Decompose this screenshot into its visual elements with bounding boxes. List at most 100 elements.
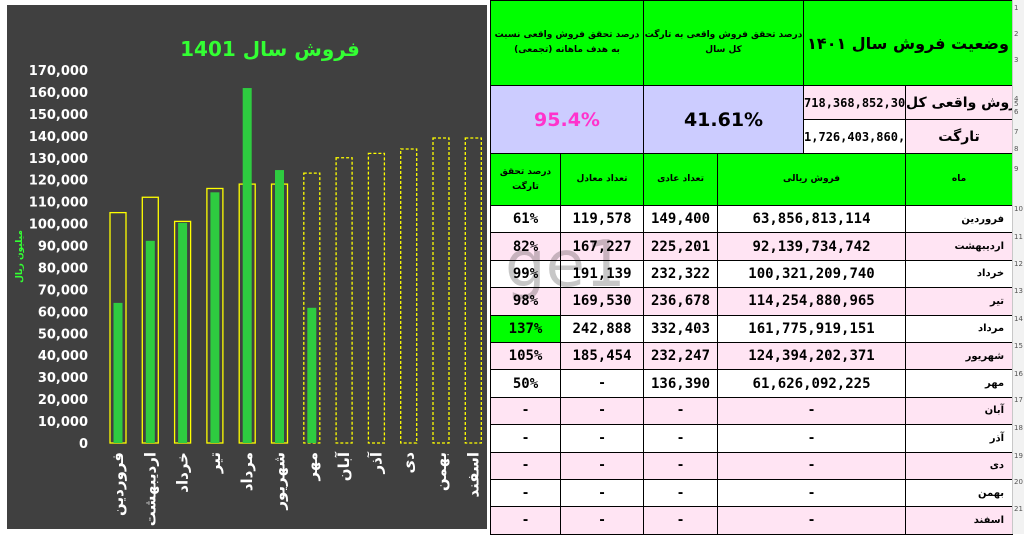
cell-month: دی	[905, 451, 1014, 480]
monthly-pct-header: درصد تحقق فروش واقعی نسبت به هدف ماهانه …	[489, 0, 645, 86]
cell-normal-count: 232,247	[643, 341, 719, 371]
cell-month: مهر	[905, 369, 1014, 398]
cell-rial-sales: -	[717, 506, 907, 535]
table-row: - - - - آذر	[490, 424, 1014, 453]
table-row: - - - - دی	[490, 451, 1014, 480]
row-header-strip: 1 2 3 4 5 6 7 8 9 10 11 12 13 14 15 16 17 18 19 20 21	[1012, 0, 1024, 534]
row-number: 8	[1014, 145, 1019, 153]
target-pct-value: 41.61%	[643, 85, 805, 154]
y-tick-label: 20,000	[38, 393, 88, 408]
sales-chart-panel: فروش سال 1401 0 10,000 20,000 30,000 40,000 50…	[0, 0, 490, 534]
cell-month: خرداد	[905, 259, 1014, 289]
row-number: 6	[1014, 108, 1019, 116]
monthly-pct-value: 95.4%	[489, 85, 645, 154]
cell-normal-count: 149,400	[643, 204, 719, 234]
cell-rial-sales: -	[717, 478, 907, 508]
chart-title: فروش سال 1401	[180, 37, 360, 61]
cell-month: مرداد	[905, 314, 1014, 343]
cell-equiv-count: -	[559, 506, 645, 535]
y-tick-label: 40,000	[38, 349, 88, 364]
y-tick-label: 120,000	[29, 174, 88, 189]
row-number: 17	[1014, 396, 1023, 404]
row-number: 21	[1014, 505, 1023, 513]
x-tick-label: بهمن	[432, 452, 450, 491]
cell-target-pct: 137%	[490, 314, 561, 343]
cell-target-pct: -	[490, 506, 561, 535]
cell-equiv-count: -	[559, 396, 645, 426]
row-number: 2	[1014, 30, 1019, 38]
row-number: 15	[1014, 342, 1023, 350]
cell-rial-sales: 114,254,880,965	[717, 287, 907, 316]
actual-bar	[242, 88, 252, 443]
actual-total-label: فروش واقعی کل	[905, 85, 1014, 120]
x-tick-label: مرداد	[238, 452, 256, 491]
x-tick-label: آذر	[367, 451, 385, 474]
cell-normal-count: -	[643, 424, 719, 453]
target-bar	[367, 152, 386, 444]
target-value: 1,726,403,860,621	[803, 119, 907, 154]
y-axis-label: میلیون ریال	[15, 230, 25, 283]
actual-bar	[178, 222, 188, 443]
y-tick-label: 170,000	[29, 64, 88, 79]
cell-target-pct: 105%	[490, 341, 561, 371]
table-row: 99% 191,139 232,322 100,321,209,740 خرداد	[490, 259, 1014, 289]
row-number: 3	[1014, 56, 1019, 64]
cell-normal-count: 136,390	[643, 369, 719, 398]
row-number: 7	[1014, 128, 1019, 136]
cell-equiv-count: -	[559, 369, 645, 398]
cell-normal-count: 332,403	[643, 314, 719, 343]
cell-rial-sales: 61,626,092,225	[717, 369, 907, 398]
row-number: 12	[1014, 260, 1023, 268]
cell-normal-count: -	[643, 451, 719, 480]
cell-equiv-count: -	[559, 451, 645, 480]
cell-rial-sales: 92,139,734,742	[717, 232, 907, 261]
table-row: - - - - بهمن	[490, 478, 1014, 508]
cell-equiv-count: -	[559, 478, 645, 508]
cell-equiv-count: 119,578	[559, 204, 645, 234]
sales-bar-chart: فروش سال 1401 0 10,000 20,000 30,000 40,000 50…	[7, 5, 487, 529]
header-month: ماه	[905, 153, 1014, 206]
row-number: 5	[1014, 100, 1019, 108]
row-number: 11	[1014, 233, 1023, 241]
cell-rial-sales: 63,856,813,114	[717, 204, 907, 234]
y-tick-label: 100,000	[29, 218, 88, 233]
cell-target-pct: 98%	[490, 287, 561, 316]
cell-target-pct: 61%	[490, 204, 561, 234]
table-row: - - - - اسفند	[490, 506, 1014, 535]
row-number: 14	[1014, 315, 1023, 323]
cell-target-pct: 50%	[490, 369, 561, 398]
cell-target-pct: -	[490, 396, 561, 426]
x-tick-label: خرداد	[174, 452, 192, 493]
row-number: 13	[1014, 287, 1023, 295]
cell-equiv-count: 242,888	[559, 314, 645, 343]
cell-target-pct: -	[490, 424, 561, 453]
row-number: 16	[1014, 370, 1023, 378]
x-tick-label: شهریور	[271, 452, 289, 511]
cell-normal-count: -	[643, 506, 719, 535]
row-number: 10	[1014, 205, 1023, 213]
cell-rial-sales: -	[717, 424, 907, 453]
target-bar	[400, 148, 418, 444]
cell-month: اسفند	[905, 506, 1014, 535]
target-label: تارگت	[905, 119, 1014, 154]
cell-month: تیر	[905, 287, 1014, 316]
y-tick-label: 150,000	[29, 108, 88, 123]
cell-equiv-count: -	[559, 424, 645, 453]
cell-month: آذر	[905, 424, 1014, 453]
actual-bar	[275, 170, 284, 443]
x-tick-label: اردیبهشت	[141, 452, 159, 526]
x-tick-label: فروردین	[109, 452, 127, 516]
cell-equiv-count: 167,227	[559, 232, 645, 261]
header-equiv-count: تعداد معادل	[559, 153, 645, 206]
target-bar	[464, 137, 482, 444]
y-tick-label: 30,000	[38, 371, 88, 386]
table-row: 98% 169,530 236,678 114,254,880,965 تیر	[490, 287, 1014, 316]
cell-month: آبان	[905, 396, 1014, 426]
row-number: 18	[1014, 424, 1023, 432]
table-row: - - - - آبان	[490, 396, 1014, 426]
y-tick-label: 140,000	[29, 130, 88, 145]
target-bar	[303, 172, 321, 444]
x-tick-label: آبان	[335, 451, 353, 481]
y-tick-label: 50,000	[38, 327, 88, 342]
cell-target-pct: 99%	[490, 259, 561, 289]
